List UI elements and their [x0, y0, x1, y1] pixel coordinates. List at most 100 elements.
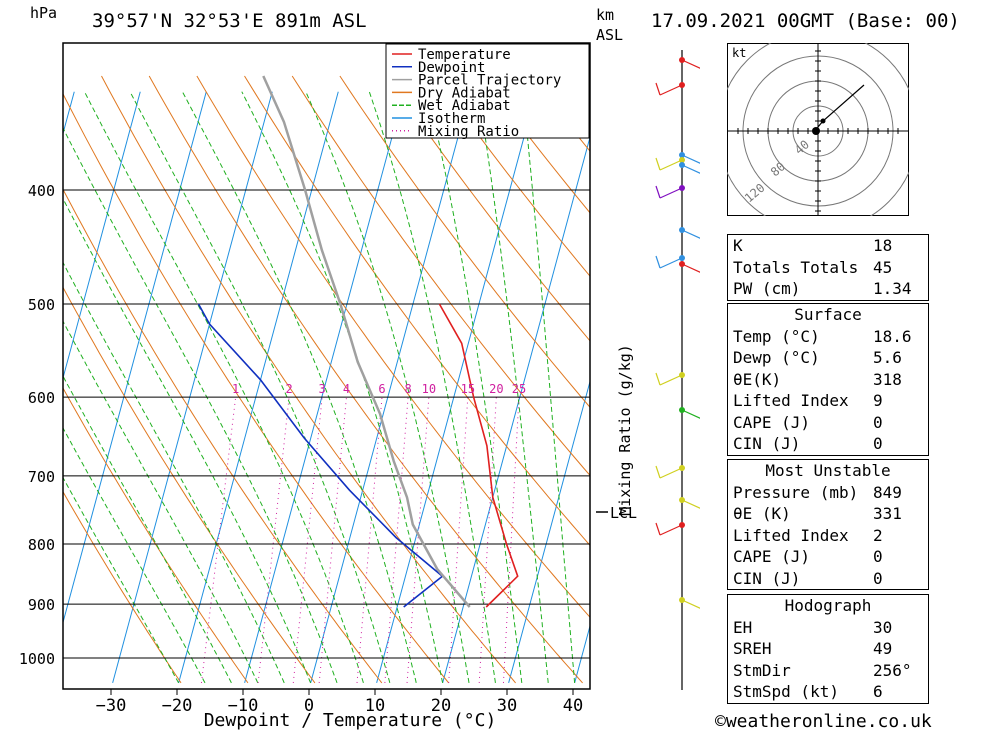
wind-barb	[659, 374, 683, 386]
dry-adiabat-line	[63, 286, 316, 684]
isotherm-line	[63, 91, 207, 625]
hodograph-unit: kt	[732, 46, 746, 60]
x-tick-label: 0	[304, 696, 314, 716]
mixing-ratio-label: 4	[343, 382, 350, 396]
most-unstable-title: Most Unstable	[765, 461, 891, 480]
isotherm-line	[178, 91, 339, 684]
y-tick-label: 500	[28, 296, 55, 314]
dry-adiabat-line	[63, 188, 383, 684]
mixing-ratio-axis-label: Mixing Ratio (g/kg)	[616, 344, 634, 516]
legend-entry: Mixing Ratio	[418, 124, 519, 140]
chart-background-lines	[0, 75, 700, 684]
wind-barb	[681, 499, 700, 509]
mixing-ratio-label: 2	[285, 382, 292, 396]
most-unstable-row: CIN (J) 0	[733, 568, 883, 588]
hodograph-row: EH 30	[733, 617, 893, 637]
mixing-ratio-label: 20	[489, 382, 503, 396]
surface-row: Temp (°C) 18.6	[733, 326, 912, 346]
x-tick-label: −20	[162, 696, 193, 716]
mixing-ratio-labels: 1 2 3 4 6 8 10 15 20 25	[232, 382, 526, 396]
wind-barb	[659, 84, 683, 96]
wet-adiabat-line	[84, 91, 364, 684]
wind-barb-flag	[655, 255, 661, 269]
wet-adiabat-line	[522, 91, 576, 683]
hodograph-table: Hodograph EH 30 SREH 49 StmDir 256° StmSpd …	[727, 594, 929, 704]
wind-barb	[659, 524, 683, 536]
legend-entry: Dewpoint	[418, 60, 485, 76]
wet-adiabat-line	[63, 261, 285, 684]
dry-adiabat-line	[339, 75, 590, 409]
wet-adiabat-line	[426, 91, 523, 683]
dry-adiabat-line	[196, 75, 590, 618]
chart-axes: 400 500 600 700 800 900 1000 −30 −20 −10 0 10 20 30 40	[19, 182, 583, 716]
asl-label: ASL	[596, 26, 624, 44]
dry-adiabat-line	[63, 387, 249, 684]
hodograph-point	[820, 118, 826, 124]
dry-adiabat-line	[626, 76, 700, 683]
isotherm-line	[574, 624, 590, 684]
legend-entry: Wet Adiabat	[418, 98, 511, 114]
legend-entry: Temperature	[418, 47, 511, 63]
surface-row: θE(K) 318	[733, 369, 902, 389]
index-row-k: K 18	[733, 236, 893, 255]
wet-adiabat-line	[63, 375, 232, 684]
hodograph-row: StmSpd (kt) 6	[733, 682, 883, 701]
most-unstable-row: θE (K) 331	[733, 504, 902, 523]
wind-barb	[659, 159, 683, 171]
parcel-trajectory-line	[262, 75, 471, 608]
wind-barb-flag	[655, 157, 661, 171]
dry-adiabat-line	[101, 75, 516, 684]
surface-row: Dewp (°C) 5.6	[733, 348, 902, 367]
temperature-line	[438, 303, 519, 608]
hodograph-row: SREH 49	[733, 639, 893, 658]
wet-adiabat-line	[305, 91, 470, 683]
y-tick-label: 1000	[19, 650, 55, 668]
y-tick-label: 600	[28, 389, 55, 407]
isotherm-line	[0, 92, 8, 683]
wind-barb	[681, 409, 700, 419]
sounding-datetime: 17.09.2021 00GMT (Base: 00)	[651, 10, 960, 32]
x-tick-label: 30	[497, 696, 517, 716]
y-tick-label: 400	[28, 182, 55, 200]
x-tick-label: 10	[365, 696, 385, 716]
surface-table: Surface Temp (°C) 18.6 Dewp (°C) 5.6 θE(K)…	[727, 303, 929, 456]
wind-barb-flag	[655, 522, 661, 536]
wet-adiabat-line	[63, 476, 180, 684]
dry-adiabat-line	[63, 490, 182, 684]
lcl-label: LCL	[610, 504, 637, 522]
mixing-ratio-label: 25	[512, 382, 526, 396]
mixing-ratio-line	[478, 397, 497, 683]
wind-barb-flag	[655, 372, 661, 386]
mixing-ratio-line	[292, 397, 323, 683]
dry-adiabat-line	[148, 75, 583, 684]
surface-row: CIN (J) 0	[733, 434, 883, 453]
mixing-ratio-label: 10	[422, 382, 436, 396]
y-tick-label: 800	[28, 536, 55, 554]
isotherm-line	[508, 379, 590, 684]
x-tick-label: −30	[96, 696, 127, 716]
mixing-ratio-label: 6	[378, 382, 385, 396]
mixing-ratio-line	[448, 397, 469, 683]
wet-adiabat-line	[63, 320, 259, 684]
pressure-unit-label: hPa	[30, 4, 58, 22]
y-tick-label: 900	[28, 596, 55, 614]
surface-row: Lifted Index 9	[733, 391, 883, 410]
wind-barb	[681, 59, 700, 69]
y-tick-label: 700	[28, 468, 55, 486]
wind-barb	[659, 467, 683, 479]
wind-barb	[659, 187, 683, 199]
wet-adiabat-line	[241, 91, 444, 684]
index-row-totals: Totals Totals 45	[733, 257, 893, 277]
dry-adiabat-line	[244, 75, 590, 547]
copyright-link[interactable]: ©weatheronline.co.uk	[715, 711, 932, 732]
surface-row: CAPE (J) 0	[733, 412, 883, 432]
wind-barb	[681, 599, 700, 609]
dry-adiabat-line	[387, 75, 590, 342]
isotherm-line	[112, 91, 273, 684]
wind-barb	[659, 257, 683, 269]
most-unstable-row: CAPE (J) 0	[733, 547, 883, 566]
km-label: km	[596, 6, 615, 24]
station-location: 39°57'N 32°53'E 891m ASL	[92, 10, 367, 32]
